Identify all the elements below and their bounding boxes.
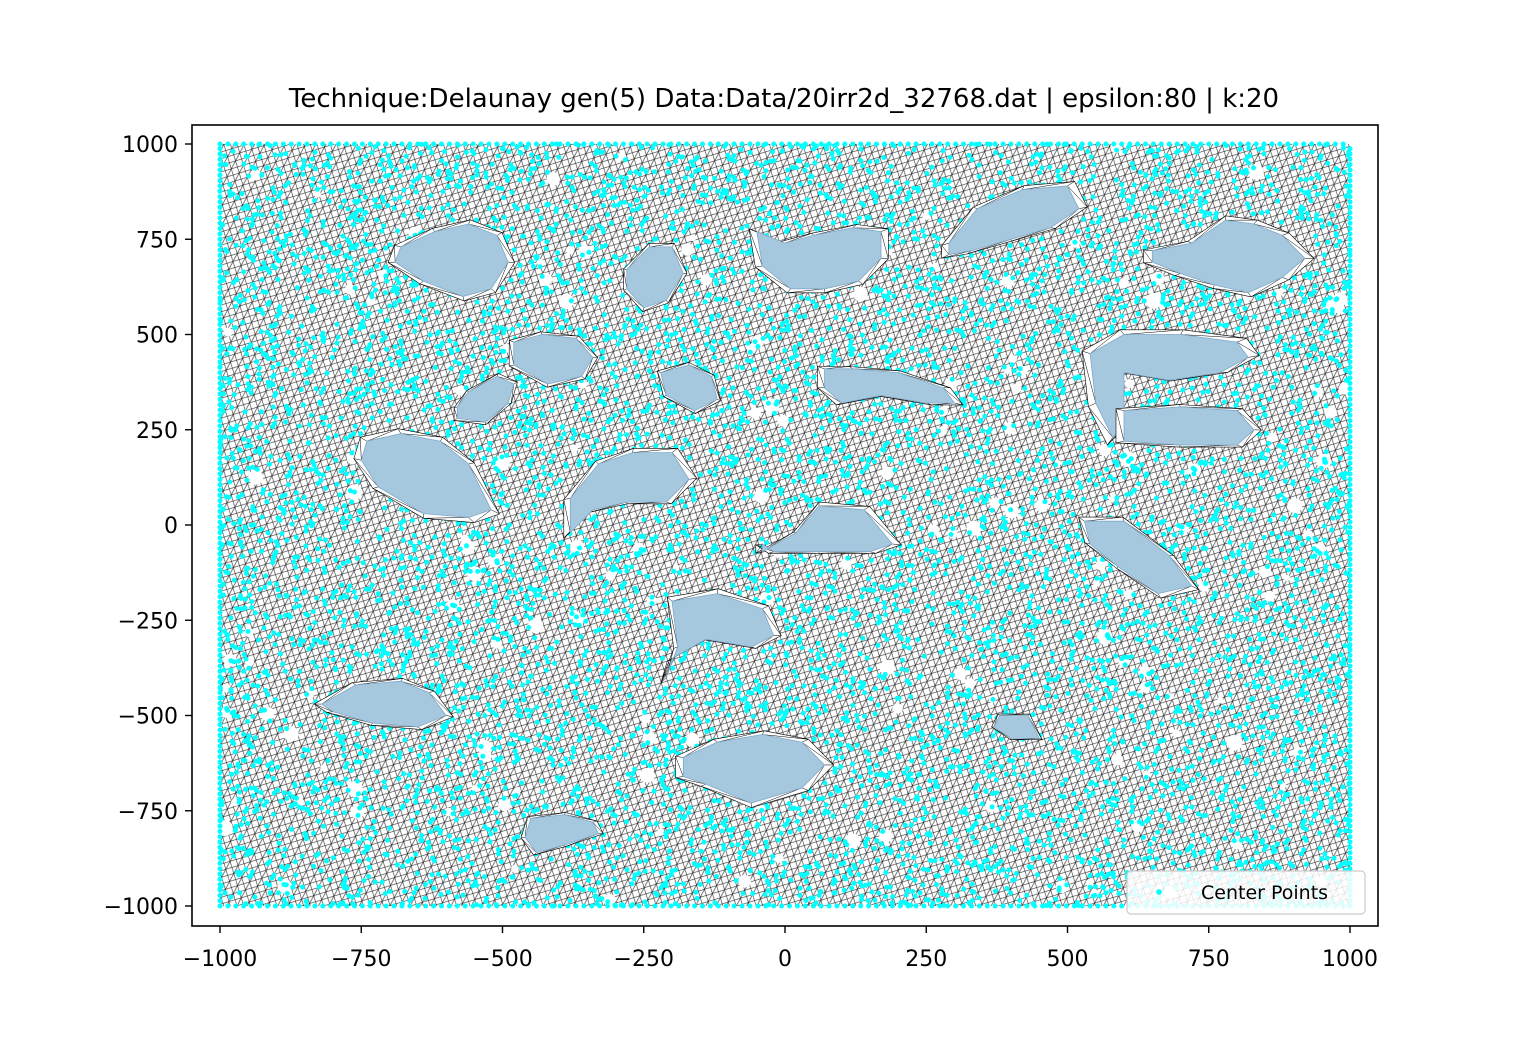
x-tick-label: 0	[778, 947, 792, 972]
mesh-gap	[1334, 303, 1346, 315]
mesh-gap	[565, 245, 575, 255]
mesh-gap	[1093, 580, 1100, 587]
x-tick-label: −1000	[183, 947, 257, 972]
mesh-gap	[344, 284, 356, 295]
mesh-gap	[455, 385, 466, 396]
mesh-gap	[922, 212, 931, 220]
mesh-gap	[1095, 559, 1106, 571]
mesh-gap	[605, 570, 616, 581]
mesh-gap	[1287, 498, 1303, 513]
plot-area	[216, 141, 1353, 909]
mesh-gap	[494, 454, 510, 471]
mesh-gap	[1333, 292, 1348, 307]
legend-label-center-points: Center Points	[1201, 882, 1328, 904]
mesh-gap	[774, 853, 784, 863]
x-tick-label: −500	[472, 947, 532, 972]
mesh-gap	[460, 534, 469, 544]
mesh-gap	[964, 678, 976, 690]
mesh-gap	[657, 828, 665, 836]
mesh-gap	[1283, 574, 1290, 582]
mesh-gap	[314, 190, 321, 198]
mesh-gap	[989, 497, 1001, 509]
chart-title: Technique:Delaunay gen(5) Data:Data/20ir…	[288, 84, 1279, 114]
mesh-gap	[689, 234, 697, 242]
mesh-gap	[536, 259, 544, 267]
x-tick-label: −250	[614, 947, 674, 972]
obstacle-polygon	[1123, 406, 1255, 446]
x-tick-label: 250	[905, 947, 947, 972]
mesh-gap	[1267, 432, 1278, 443]
mesh-gap	[1217, 696, 1224, 704]
mesh-gap	[320, 764, 328, 772]
mesh-gap	[1324, 405, 1337, 419]
mesh-gap	[681, 243, 694, 256]
mesh-gap	[528, 617, 544, 633]
mesh-gap	[513, 787, 521, 794]
mesh-gap	[1124, 379, 1134, 389]
mesh-gap	[444, 807, 453, 817]
mesh-gap	[642, 731, 654, 742]
mesh-gap	[467, 566, 482, 582]
mesh-gap	[1264, 590, 1275, 602]
mesh-gap	[1248, 164, 1264, 180]
mesh-gap	[1172, 729, 1181, 738]
y-tick-label: 500	[136, 324, 178, 349]
legend-marker-center-points	[1156, 889, 1162, 895]
y-tick-label: −750	[118, 800, 178, 825]
y-tick-label: 750	[136, 228, 178, 253]
y-tick-label: 1000	[122, 133, 178, 158]
y-tick-label: −1000	[104, 895, 178, 920]
mesh-gap	[879, 659, 895, 676]
x-tick-label: −750	[331, 947, 391, 972]
mesh-gap	[700, 273, 713, 286]
y-tick-label: −500	[118, 705, 178, 730]
mesh-gap	[685, 732, 700, 747]
mesh-gap	[938, 426, 948, 436]
x-tick-label: 1000	[1322, 947, 1378, 972]
mesh-gap	[1111, 753, 1124, 766]
mesh-gap	[1109, 496, 1116, 503]
mesh-gap	[749, 407, 761, 419]
mesh-gap	[1008, 354, 1017, 364]
mesh-gap	[471, 785, 479, 792]
mesh-gap	[377, 270, 386, 278]
mesh-gap	[892, 703, 903, 714]
y-tick-label: 250	[136, 419, 178, 444]
x-tick-label: 750	[1188, 947, 1230, 972]
mesh-gap	[1011, 383, 1022, 394]
mesh-gap	[511, 864, 519, 873]
y-tick-label: −250	[118, 609, 178, 634]
mesh-gap	[640, 714, 650, 724]
mesh-gap	[699, 843, 706, 851]
mesh-gap	[738, 874, 751, 888]
y-tick-label: 0	[164, 514, 178, 539]
legend: Center Points	[1126, 870, 1366, 915]
mesh-gap	[498, 798, 511, 812]
mesh-gap	[954, 667, 967, 680]
mesh-gap	[881, 466, 894, 480]
mesh-gap	[248, 469, 264, 485]
mesh-gap	[1274, 288, 1283, 297]
mesh-gap	[1124, 589, 1135, 600]
x-tick-label: 500	[1047, 947, 1089, 972]
mesh-gap	[570, 444, 578, 453]
mesh-gap	[1226, 734, 1243, 751]
mesh-gap	[223, 327, 233, 337]
mesh-gap	[777, 414, 790, 427]
mesh-gap	[1085, 879, 1094, 887]
mesh-gap	[1145, 292, 1162, 309]
mesh-gap	[639, 767, 655, 783]
mesh-gap	[853, 286, 868, 302]
mesh-gap	[840, 558, 852, 570]
mesh-gap	[230, 798, 239, 807]
mesh-gap	[221, 683, 231, 693]
mesh-gap	[546, 172, 560, 186]
